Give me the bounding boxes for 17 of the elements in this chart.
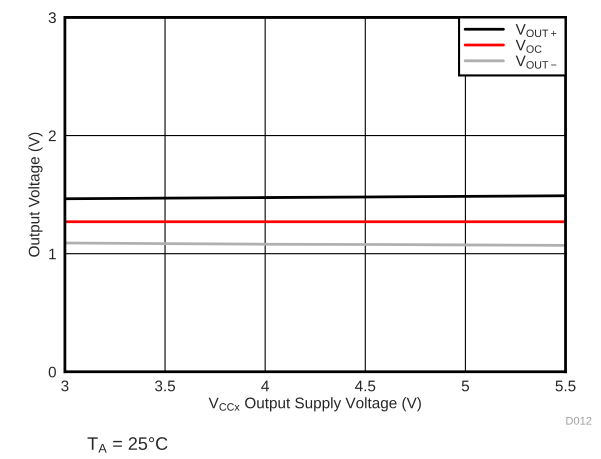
y-axis-title: Output Voltage (V) [28,132,43,257]
y-tick-label: 3 [48,12,56,24]
x-tick-label: 5 [462,380,470,392]
legend-label: V$_{OC}$ [516,40,542,53]
y-tick-label: 0 [48,366,56,378]
y-tick-label: 1 [49,248,56,260]
text: D012 [566,416,592,425]
x-tick-label: 5.5 [556,380,576,392]
x-tick-label: 4.5 [355,380,376,392]
x-tick-label: 4 [261,380,269,392]
legend-label: V$_{OUT+}$ [516,24,556,38]
x-tick-label: 3 [61,380,68,392]
y-tick-label: 2 [48,130,56,142]
x-axis-title: V$_{CCx}$ Output Supply Voltage (V) [208,397,421,412]
text: T$_{A}$ = 25°C [88,437,168,453]
x-tick-label: 3.5 [155,380,176,392]
legend-label: V$_{OUT−}$ [516,56,556,69]
